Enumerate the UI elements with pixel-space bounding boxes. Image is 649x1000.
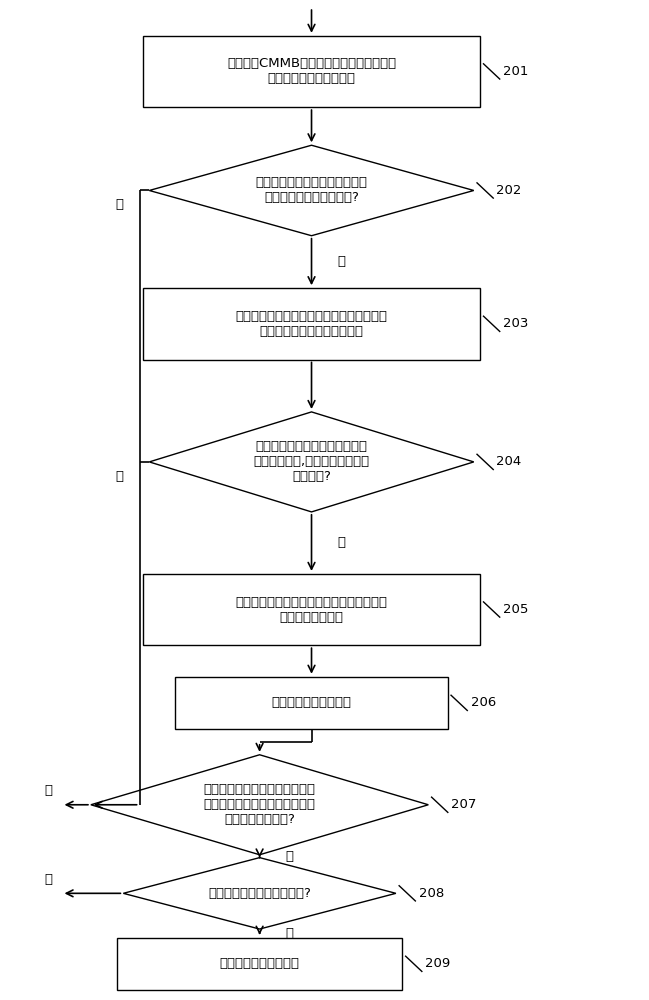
Text: 否: 否: [44, 784, 52, 797]
FancyBboxPatch shape: [117, 938, 402, 990]
Text: 终端播放标准音视频帧: 终端播放标准音视频帧: [271, 696, 352, 709]
Text: 201: 201: [503, 65, 528, 78]
Text: 判断是否存在和丢包标准帧或解
码错误标准帧的相对播放时间相
符的冗余音视频帧?: 判断是否存在和丢包标准帧或解 码错误标准帧的相对播放时间相 符的冗余音视频帧?: [204, 783, 315, 826]
Text: 否: 否: [116, 470, 123, 483]
Text: 根据冗余音视频帧的控制信息判
断是否存在冗余音视频帧?: 根据冗余音视频帧的控制信息判 断是否存在冗余音视频帧?: [256, 176, 367, 204]
Text: 206: 206: [471, 696, 496, 709]
Text: 是: 是: [286, 927, 293, 940]
Text: 是: 是: [337, 536, 345, 549]
FancyBboxPatch shape: [175, 677, 448, 729]
Polygon shape: [149, 412, 474, 512]
Text: 209: 209: [425, 957, 450, 970]
Text: 208: 208: [419, 887, 444, 900]
Text: 否: 否: [116, 198, 123, 211]
Text: 204: 204: [496, 455, 522, 468]
Text: 终端尝试解析和解码复用帧中的
标准音视频帧,是否正确解码标准
音视频帧?: 终端尝试解析和解码复用帧中的 标准音视频帧,是否正确解码标准 音视频帧?: [254, 440, 369, 483]
Text: 207: 207: [451, 798, 476, 811]
Text: 终端接收CMMB复用帧，并从复用帧中获取
冗余音视频帧的控制信息: 终端接收CMMB复用帧，并从复用帧中获取 冗余音视频帧的控制信息: [227, 57, 396, 85]
Text: 终端从复用帧中解析出冗余音视频帧的数据
，并保存冗余音视频帧的数据: 终端从复用帧中解析出冗余音视频帧的数据 ，并保存冗余音视频帧的数据: [236, 310, 387, 338]
Text: 尝试解码冗余音视频帧成功?: 尝试解码冗余音视频帧成功?: [208, 887, 311, 900]
Text: 203: 203: [503, 317, 528, 330]
Text: 是: 是: [337, 255, 345, 268]
Text: 终端播放冗余音视频帧: 终端播放冗余音视频帧: [219, 957, 300, 970]
Text: 205: 205: [503, 603, 528, 616]
FancyBboxPatch shape: [143, 288, 480, 360]
Polygon shape: [123, 858, 396, 929]
Text: 终端丢弃相对播放时间比当前标准音视频帧
小的冗余音视频帧: 终端丢弃相对播放时间比当前标准音视频帧 小的冗余音视频帧: [236, 596, 387, 624]
Polygon shape: [149, 145, 474, 236]
Text: 是: 是: [286, 850, 293, 863]
FancyBboxPatch shape: [143, 574, 480, 645]
Polygon shape: [91, 755, 428, 855]
Text: 202: 202: [496, 184, 522, 197]
Text: 否: 否: [44, 873, 52, 886]
FancyBboxPatch shape: [143, 36, 480, 107]
